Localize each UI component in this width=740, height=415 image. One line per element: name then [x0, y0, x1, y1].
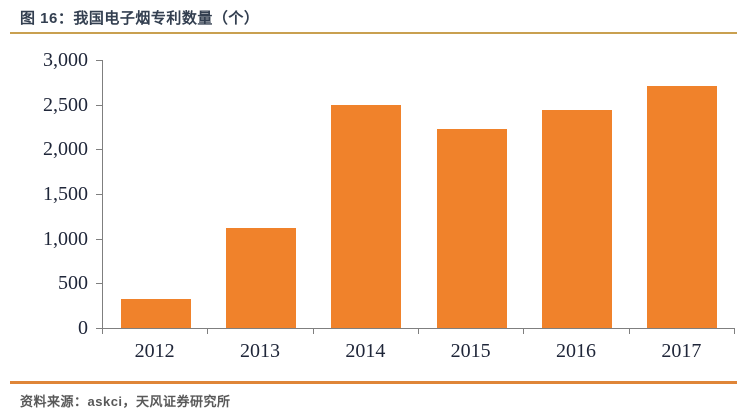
x-tick-mark — [207, 329, 209, 334]
y-tick-mark — [96, 238, 102, 240]
x-tick-mark — [734, 329, 735, 334]
x-tick-mark — [418, 329, 419, 334]
y-tick-label-2,500: 2,500 — [43, 93, 88, 116]
y-tick-label-2,000: 2,000 — [43, 138, 88, 161]
x-tick-label-2015: 2015 — [450, 340, 491, 362]
figure-title: 图 16：我国电子烟专利数量（个） — [20, 10, 260, 27]
y-tick-label-500: 500 — [58, 272, 88, 295]
y-tick-mark — [96, 104, 102, 106]
y-tick-label-1,000: 1,000 — [43, 227, 88, 250]
x-tick-mark — [312, 329, 314, 334]
y-tick-mark — [96, 328, 102, 329]
x-tick-mark — [523, 329, 525, 334]
y-tick-mark — [96, 194, 102, 195]
bar-chart: 0 500 1,000 1,500 2,000 2,500 3,000 2012 2013 20… — [43, 49, 735, 362]
x-tick-label-2012: 2012 — [134, 340, 175, 362]
bar-2015 — [436, 128, 507, 328]
x-tick-mark — [102, 329, 103, 334]
y-tick-mark — [96, 283, 102, 285]
x-tick-label-2014: 2014 — [345, 340, 386, 362]
title-underline-rule — [10, 32, 737, 34]
x-tick-label-2016: 2016 — [555, 340, 596, 362]
x-tick-label-2013: 2013 — [239, 340, 280, 362]
x-tick-mark — [628, 329, 630, 334]
bar-2014 — [331, 104, 402, 328]
bar-2013 — [226, 227, 296, 328]
plot-area — [102, 60, 735, 329]
bar-2016 — [542, 110, 612, 328]
bar-2017 — [647, 85, 718, 328]
source-note: 资料来源：askci，天风证券研究所 — [20, 394, 231, 409]
y-tick-label-0: 0 — [78, 317, 88, 339]
bar-2012 — [120, 298, 191, 328]
footer-divider-rule — [10, 381, 737, 384]
y-tick-label-3,000: 3,000 — [43, 49, 88, 71]
y-tick-label-1,500: 1,500 — [43, 183, 88, 205]
y-tick-mark — [96, 149, 102, 151]
x-tick-label-2017: 2017 — [661, 340, 702, 362]
y-tick-mark — [96, 60, 102, 61]
